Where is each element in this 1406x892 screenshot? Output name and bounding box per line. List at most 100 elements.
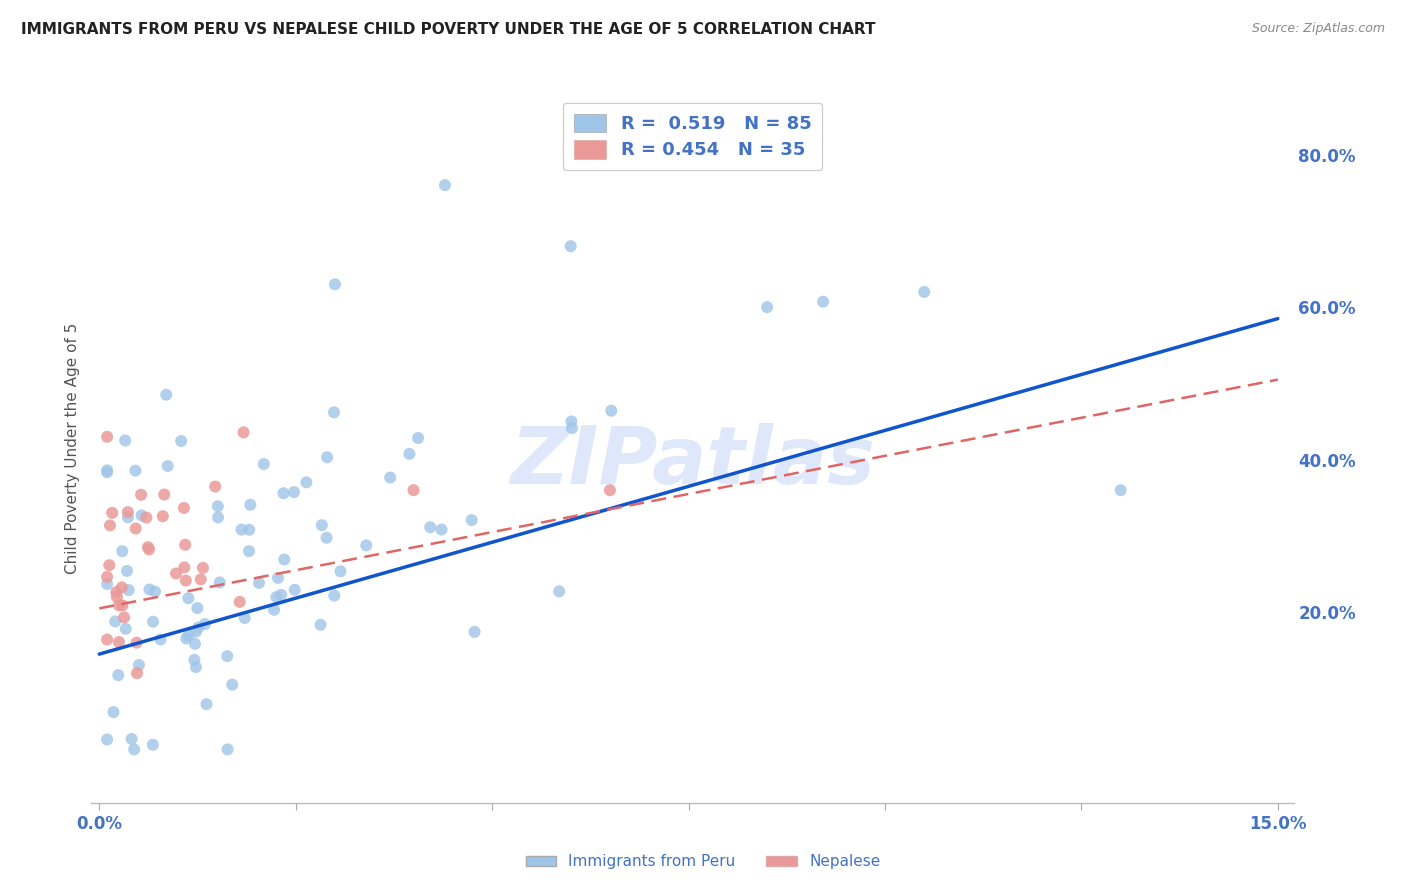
Point [114, 434, 136, 448]
Text: ZIPatlas: ZIPatlas [510, 424, 875, 501]
Point [129, 488, 152, 502]
Point [316, 450, 339, 465]
Point [464, 624, 486, 639]
Point [238, 544, 260, 558]
Point [125, 635, 148, 649]
Point [1109, 483, 1132, 498]
Point [204, 479, 226, 493]
Point [149, 632, 172, 647]
Point [284, 582, 307, 597]
Point [135, 510, 157, 524]
Point [560, 239, 582, 253]
Point [96, 632, 118, 647]
Point [125, 666, 148, 681]
Point [117, 510, 139, 524]
Point [156, 458, 179, 473]
Point [96, 463, 118, 477]
Point [295, 475, 318, 490]
Point [114, 622, 136, 636]
Point [96, 732, 118, 747]
Point [231, 523, 253, 537]
Point [101, 506, 124, 520]
Point [112, 610, 135, 624]
Point [406, 431, 429, 445]
Point [107, 668, 129, 682]
Point [194, 617, 217, 632]
Point [419, 520, 441, 534]
Point [184, 637, 207, 651]
Point [131, 508, 153, 523]
Point [183, 653, 205, 667]
Point [174, 538, 197, 552]
Point [239, 498, 262, 512]
Point [221, 678, 243, 692]
Point [124, 464, 146, 478]
Point [253, 457, 276, 471]
Legend: R =  0.519   N = 85, R = 0.454   N = 35: R = 0.519 N = 85, R = 0.454 N = 35 [562, 103, 823, 170]
Point [398, 447, 420, 461]
Point [233, 611, 256, 625]
Point [266, 590, 288, 604]
Point [190, 573, 212, 587]
Point [103, 705, 125, 719]
Point [323, 589, 346, 603]
Point [238, 523, 260, 537]
Point [460, 513, 482, 527]
Point [108, 599, 131, 613]
Point [118, 583, 141, 598]
Point [433, 178, 456, 193]
Point [599, 483, 621, 498]
Point [105, 590, 128, 604]
Point [380, 470, 402, 484]
Text: Source: ZipAtlas.com: Source: ZipAtlas.com [1251, 22, 1385, 36]
Point [186, 601, 208, 615]
Point [96, 430, 118, 444]
Point [217, 742, 239, 756]
Point [315, 531, 337, 545]
Point [111, 599, 134, 613]
Point [128, 658, 150, 673]
Point [104, 615, 127, 629]
Point [208, 575, 231, 590]
Y-axis label: Child Poverty Under the Age of 5: Child Poverty Under the Age of 5 [65, 323, 80, 574]
Point [548, 584, 571, 599]
Point [96, 577, 118, 591]
Point [96, 465, 118, 479]
Point [117, 505, 139, 519]
Point [187, 621, 209, 635]
Point [283, 485, 305, 500]
Point [111, 581, 134, 595]
Point [195, 697, 218, 711]
Point [270, 588, 292, 602]
Point [232, 425, 254, 440]
Point [142, 615, 165, 629]
Point [155, 387, 177, 401]
Point [912, 285, 935, 299]
Point [600, 403, 623, 417]
Point [247, 575, 270, 590]
Point [125, 522, 148, 536]
Point [228, 595, 250, 609]
Point [108, 635, 131, 649]
Point [173, 500, 195, 515]
Point [136, 540, 159, 554]
Point [311, 518, 333, 533]
Point [263, 603, 285, 617]
Point [138, 542, 160, 557]
Point [174, 632, 197, 646]
Point [560, 414, 582, 428]
Point [329, 564, 352, 578]
Point [143, 584, 166, 599]
Point [152, 509, 174, 524]
Point [165, 566, 187, 581]
Point [173, 560, 195, 574]
Point [170, 434, 193, 448]
Point [121, 731, 143, 746]
Point [115, 564, 138, 578]
Point [153, 487, 176, 501]
Point [184, 624, 207, 639]
Point [96, 570, 118, 584]
Point [323, 277, 346, 292]
Legend: Immigrants from Peru, Nepalese: Immigrants from Peru, Nepalese [520, 848, 886, 875]
Point [273, 486, 295, 500]
